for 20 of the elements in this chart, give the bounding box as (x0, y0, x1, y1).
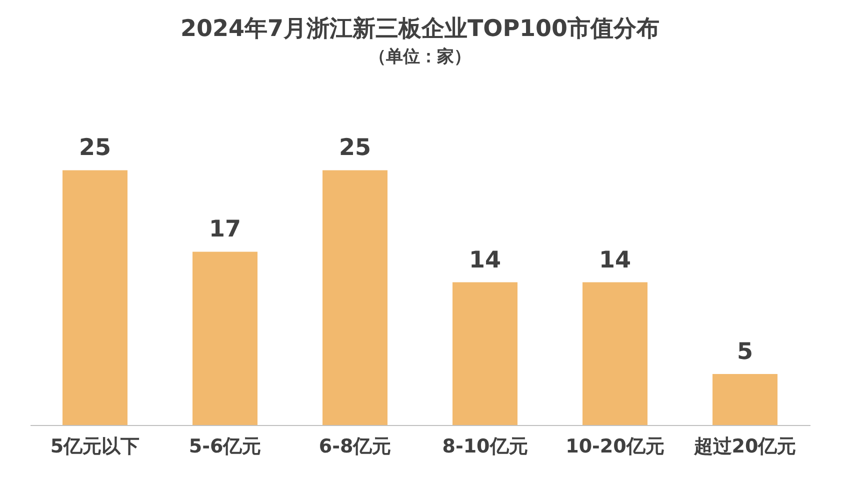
data-label: 5 (736, 339, 754, 366)
bar (452, 282, 518, 425)
data-label: 17 (208, 216, 242, 243)
data-label: 14 (598, 247, 632, 274)
x-tick-label: 5亿元以下 (50, 436, 140, 458)
data-label: 25 (78, 135, 112, 162)
x-tick-label: 6-8亿元 (318, 436, 392, 458)
bar (712, 374, 778, 425)
x-tick-label: 8-10亿元 (442, 436, 528, 458)
bar (192, 252, 258, 425)
data-label: 25 (338, 135, 372, 162)
x-tick-label: 10-20亿元 (566, 436, 664, 458)
chart-subtitle: （单位：家） (369, 47, 471, 68)
bar (322, 170, 388, 425)
x-tick-label: 超过20亿元 (692, 436, 796, 458)
bar (62, 170, 128, 425)
chart-title: 2024年7月浙江新三板企业TOP100市值分布 (180, 15, 660, 42)
x-tick-label: 5-6亿元 (188, 436, 262, 458)
bar (582, 282, 648, 425)
data-label: 14 (468, 247, 502, 274)
